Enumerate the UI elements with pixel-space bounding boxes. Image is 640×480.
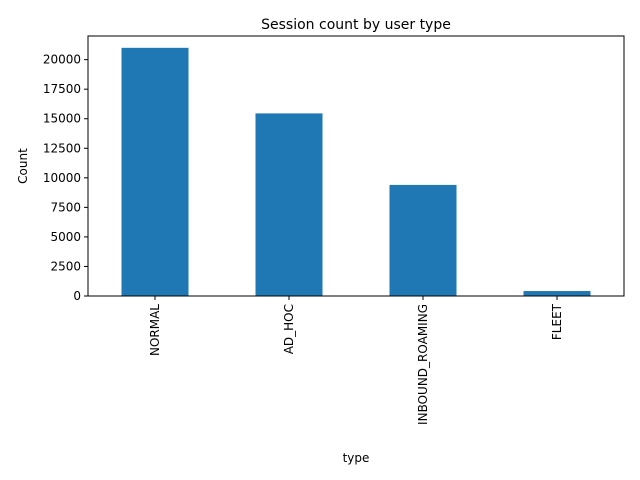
y-tick-label: 5000 [50,230,81,244]
x-axis-label: type [343,451,370,465]
y-tick-label: 0 [73,289,81,303]
bars-group [121,47,591,297]
y-axis-label: Count [16,148,30,184]
y-tick-label: 17500 [43,82,81,96]
x-axis: NORMAL AD_HOC INBOUND_ROAMING FLEET [148,296,564,425]
y-tick-label: 7500 [50,200,81,214]
y-tick-label: 2500 [50,259,81,273]
bar-normal [121,47,189,297]
x-tick-label: AD_HOC [282,304,296,354]
x-tick-label: INBOUND_ROAMING [416,304,430,425]
y-axis: 0 2500 5000 7500 10000 12500 15000 17500 20000 [43,53,88,303]
y-tick-label: 10000 [43,171,81,185]
y-tick-label: 15000 [43,112,81,126]
bar-fleet [523,291,591,296]
x-tick-label: FLEET [550,303,564,340]
y-tick-label: 20000 [43,53,81,67]
chart-title: Session count by user type [261,17,451,33]
x-tick-label: NORMAL [148,304,162,356]
y-tick-label: 12500 [43,141,81,155]
plot-frame [87,35,625,297]
bar-ad-hoc [255,113,323,296]
bar-inbound-roaming [389,184,457,296]
